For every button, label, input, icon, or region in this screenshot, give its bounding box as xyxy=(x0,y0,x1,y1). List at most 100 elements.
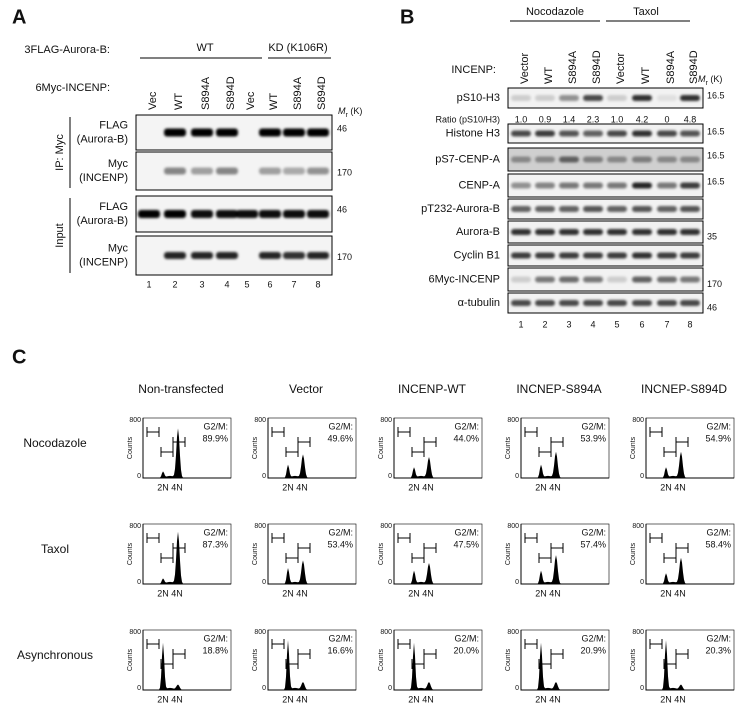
band xyxy=(535,252,555,259)
section-label: IP: Myc xyxy=(54,134,66,171)
gate xyxy=(675,649,689,659)
x-tick: 2N xyxy=(408,482,420,492)
lane-number: 7 xyxy=(664,319,669,329)
x-tick: 4N xyxy=(549,482,561,492)
band xyxy=(511,229,531,235)
lane-number: 6 xyxy=(639,319,644,329)
group-label: Nocodazole xyxy=(526,6,584,18)
y-label: Counts xyxy=(378,542,385,565)
y-tick: 0 xyxy=(262,685,266,692)
gate xyxy=(411,553,425,563)
row-label: α-tubulin xyxy=(458,297,500,309)
y-tick: 800 xyxy=(254,523,266,530)
mw-marker: 16.5 xyxy=(707,90,725,100)
lane-number: 5 xyxy=(244,279,249,289)
band xyxy=(607,229,627,235)
band xyxy=(535,276,555,283)
gate xyxy=(649,533,663,543)
g2m-value: 16.6% xyxy=(327,645,353,655)
y-tick: 800 xyxy=(380,417,392,424)
bands xyxy=(511,276,700,283)
gate xyxy=(285,447,299,457)
gate xyxy=(663,553,677,563)
g2m-label: G2/M: xyxy=(706,527,731,537)
row-label: (Aurora-B) xyxy=(77,133,128,145)
gate xyxy=(649,639,663,649)
incenp-label: 6Myc-INCENP: xyxy=(35,82,110,94)
g2m-label: G2/M: xyxy=(454,421,479,431)
y-tick: 800 xyxy=(129,629,141,636)
band xyxy=(559,95,579,101)
lane-label: S894D xyxy=(316,76,328,110)
row-label: (INCENP) xyxy=(79,172,128,184)
mw-marker: 16.5 xyxy=(707,126,725,136)
ratio-value: 1.0 xyxy=(611,114,624,124)
band xyxy=(632,182,652,189)
band xyxy=(657,95,677,101)
g2m-value: 53.9% xyxy=(580,433,606,443)
x-tick: 2N xyxy=(535,482,547,492)
lane-number: 3 xyxy=(199,279,204,289)
band xyxy=(632,95,652,101)
gate xyxy=(285,553,299,563)
gate xyxy=(675,437,689,447)
bands xyxy=(164,167,329,175)
g2m-label: G2/M: xyxy=(203,633,228,643)
lane-number: 2 xyxy=(542,319,547,329)
y-tick: 0 xyxy=(262,473,266,480)
histogram xyxy=(268,640,356,690)
x-tick: 2N xyxy=(408,694,420,704)
g2m-label: G2/M: xyxy=(581,633,606,643)
y-label: Counts xyxy=(378,436,385,459)
lane-label: S894D xyxy=(225,76,237,110)
y-tick: 800 xyxy=(129,523,141,530)
y-label: Counts xyxy=(127,648,134,671)
bands xyxy=(511,229,700,235)
band xyxy=(559,182,579,189)
g2m-label: G2/M: xyxy=(328,527,353,537)
y-tick: 800 xyxy=(632,629,644,636)
band xyxy=(559,276,579,283)
band xyxy=(657,156,677,163)
x-tick: 2N xyxy=(535,588,547,598)
mw-marker: 35 xyxy=(707,231,717,241)
gate xyxy=(172,649,186,659)
bands xyxy=(511,300,700,306)
ratio-value: 1.0 xyxy=(515,114,528,124)
band xyxy=(535,95,555,101)
gate xyxy=(397,427,411,437)
band xyxy=(511,276,531,283)
band xyxy=(511,182,531,189)
histogram xyxy=(646,451,734,478)
band xyxy=(680,95,700,101)
bands xyxy=(511,182,700,189)
bands xyxy=(164,252,329,259)
band xyxy=(259,128,281,137)
y-label: Counts xyxy=(630,648,637,671)
y-tick: 800 xyxy=(632,417,644,424)
lane-label: WT xyxy=(543,67,555,84)
band xyxy=(632,206,652,212)
mw-marker: 16.5 xyxy=(707,150,725,160)
x-tick: 2N xyxy=(660,482,672,492)
band xyxy=(583,276,603,283)
row-label: (Aurora-B) xyxy=(77,215,128,227)
row-title: Nocodazole xyxy=(23,436,87,450)
band xyxy=(259,252,281,259)
mr-unit: (K) xyxy=(348,106,363,116)
band xyxy=(535,206,555,212)
x-tick: 2N xyxy=(660,694,672,704)
g2m-value: 89.9% xyxy=(202,433,228,443)
band xyxy=(559,206,579,212)
lane-label: WT xyxy=(268,93,280,110)
band xyxy=(164,210,186,218)
band xyxy=(657,182,677,189)
gate xyxy=(160,553,174,563)
row-label: (INCENP) xyxy=(79,256,128,268)
x-tick: 4N xyxy=(422,588,434,598)
gate xyxy=(271,533,285,543)
band xyxy=(632,229,652,235)
band xyxy=(307,128,329,137)
blot-frame xyxy=(507,147,704,172)
